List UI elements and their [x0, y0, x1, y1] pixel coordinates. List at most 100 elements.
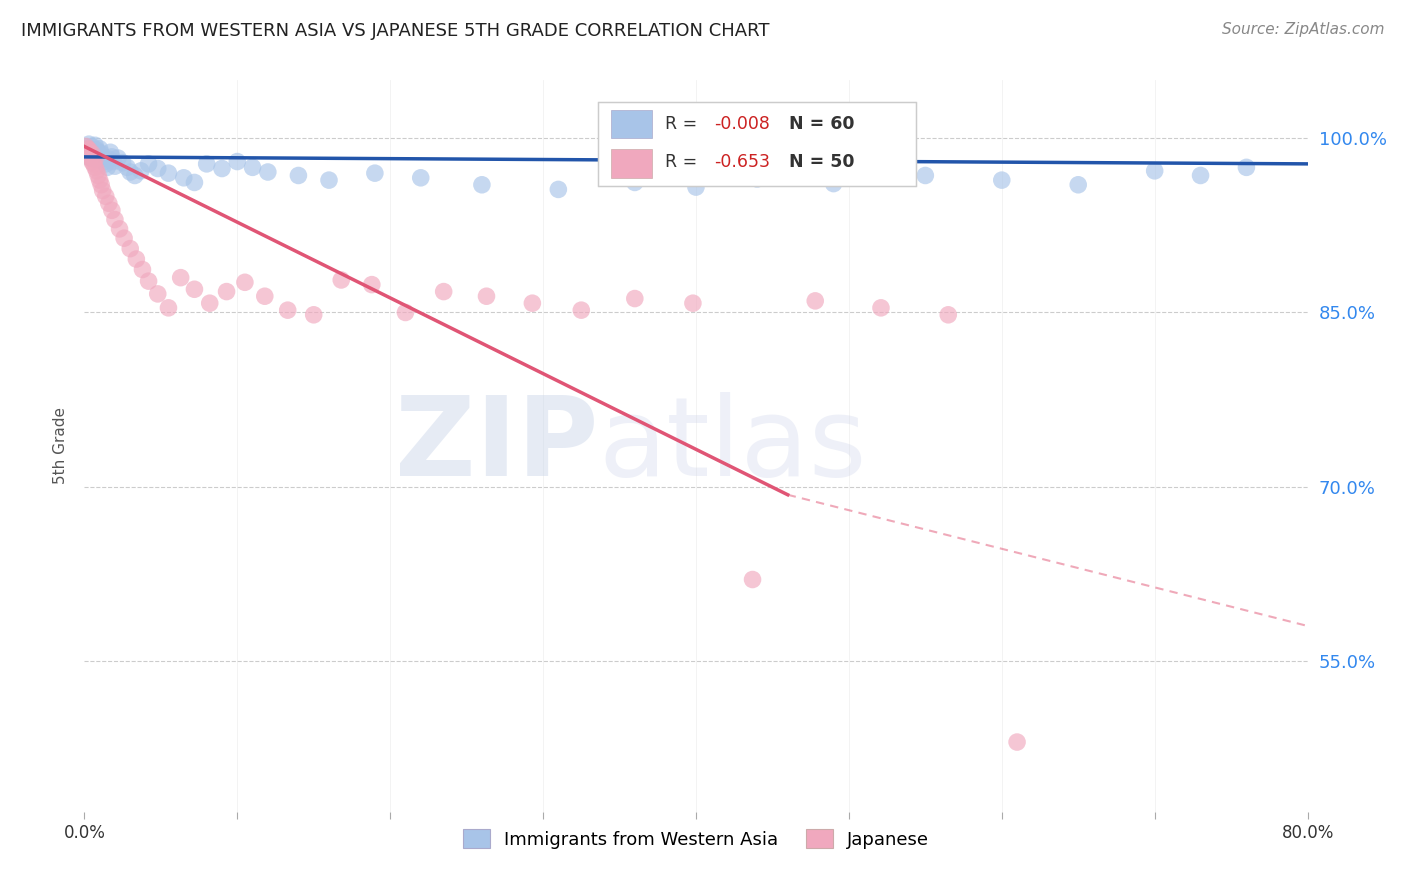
Point: [80, 146, 103, 161]
Point: [83, 150, 105, 164]
Point: [111, 155, 134, 169]
Legend: Immigrants from Western Asia, Japanese: Immigrants from Western Asia, Japanese: [454, 820, 938, 857]
Point: [77, 143, 100, 157]
Point: [183, 282, 205, 296]
Point: [287, 169, 309, 183]
Point: [1189, 169, 1212, 183]
Text: Source: ZipAtlas.com: Source: ZipAtlas.com: [1222, 22, 1385, 37]
Point: [103, 154, 125, 169]
Point: [89, 142, 111, 156]
Text: ZIP: ZIP: [395, 392, 598, 500]
Point: [195, 157, 218, 171]
Point: [79, 151, 101, 165]
Point: [211, 161, 233, 176]
Point: [97, 153, 120, 167]
Point: [146, 161, 169, 176]
Point: [1143, 164, 1166, 178]
Point: [77, 149, 100, 163]
Point: [86, 143, 108, 157]
Point: [360, 277, 382, 292]
Point: [79, 151, 101, 165]
Point: [76, 145, 98, 160]
Point: [84, 138, 107, 153]
Point: [138, 274, 160, 288]
Text: IMMIGRANTS FROM WESTERN ASIA VS JAPANESE 5TH GRADE CORRELATION CHART: IMMIGRANTS FROM WESTERN ASIA VS JAPANESE…: [21, 22, 769, 40]
Point: [1067, 178, 1090, 192]
Point: [89, 149, 111, 163]
Point: [823, 177, 845, 191]
Point: [120, 165, 142, 179]
Point: [80, 154, 103, 169]
Point: [98, 145, 121, 160]
Point: [682, 296, 704, 310]
Point: [318, 173, 340, 187]
Point: [257, 165, 280, 179]
Point: [107, 151, 129, 165]
Point: [96, 161, 118, 175]
Point: [157, 166, 180, 180]
Point: [115, 161, 138, 175]
Point: [914, 169, 936, 183]
Point: [1005, 735, 1028, 749]
Point: [624, 176, 647, 190]
Point: [80, 139, 103, 153]
Point: [547, 182, 569, 196]
Point: [94, 157, 117, 171]
Point: [394, 305, 416, 319]
Point: [76, 140, 98, 154]
Point: [685, 180, 707, 194]
Point: [183, 176, 205, 190]
Point: [79, 142, 101, 156]
Point: [87, 169, 110, 183]
Point: [75, 139, 97, 153]
Point: [138, 157, 160, 171]
Point: [84, 153, 107, 167]
Point: [157, 301, 180, 315]
Point: [91, 184, 114, 198]
Point: [226, 154, 249, 169]
Point: [804, 293, 827, 308]
Point: [215, 285, 238, 299]
Point: [330, 273, 353, 287]
Point: [101, 203, 124, 218]
Point: [173, 170, 195, 185]
Point: [77, 137, 100, 152]
Point: [870, 301, 893, 315]
Text: atlas: atlas: [598, 392, 866, 500]
Point: [936, 308, 959, 322]
Point: [112, 231, 135, 245]
Point: [409, 170, 432, 185]
Point: [94, 189, 117, 203]
Point: [76, 142, 98, 156]
Point: [108, 222, 131, 236]
Point: [242, 161, 264, 175]
Point: [90, 178, 112, 192]
Point: [125, 252, 148, 266]
Point: [991, 173, 1014, 187]
Point: [233, 275, 256, 289]
Point: [101, 150, 124, 164]
Point: [364, 166, 387, 180]
Point: [170, 270, 193, 285]
Point: [97, 196, 120, 211]
Point: [129, 164, 152, 178]
Point: [624, 292, 647, 306]
Point: [522, 296, 544, 310]
Point: [89, 173, 111, 187]
Point: [77, 149, 100, 163]
Point: [569, 303, 592, 318]
Point: [146, 286, 169, 301]
Point: [84, 161, 107, 175]
Point: [76, 145, 98, 160]
Point: [93, 154, 115, 169]
Point: [433, 285, 456, 299]
Y-axis label: 5th Grade: 5th Grade: [53, 408, 69, 484]
Point: [91, 151, 114, 165]
Point: [75, 143, 97, 157]
Point: [277, 303, 299, 318]
Point: [80, 146, 103, 161]
Point: [302, 308, 325, 322]
Point: [741, 573, 763, 587]
Point: [83, 157, 105, 171]
Point: [86, 153, 108, 167]
